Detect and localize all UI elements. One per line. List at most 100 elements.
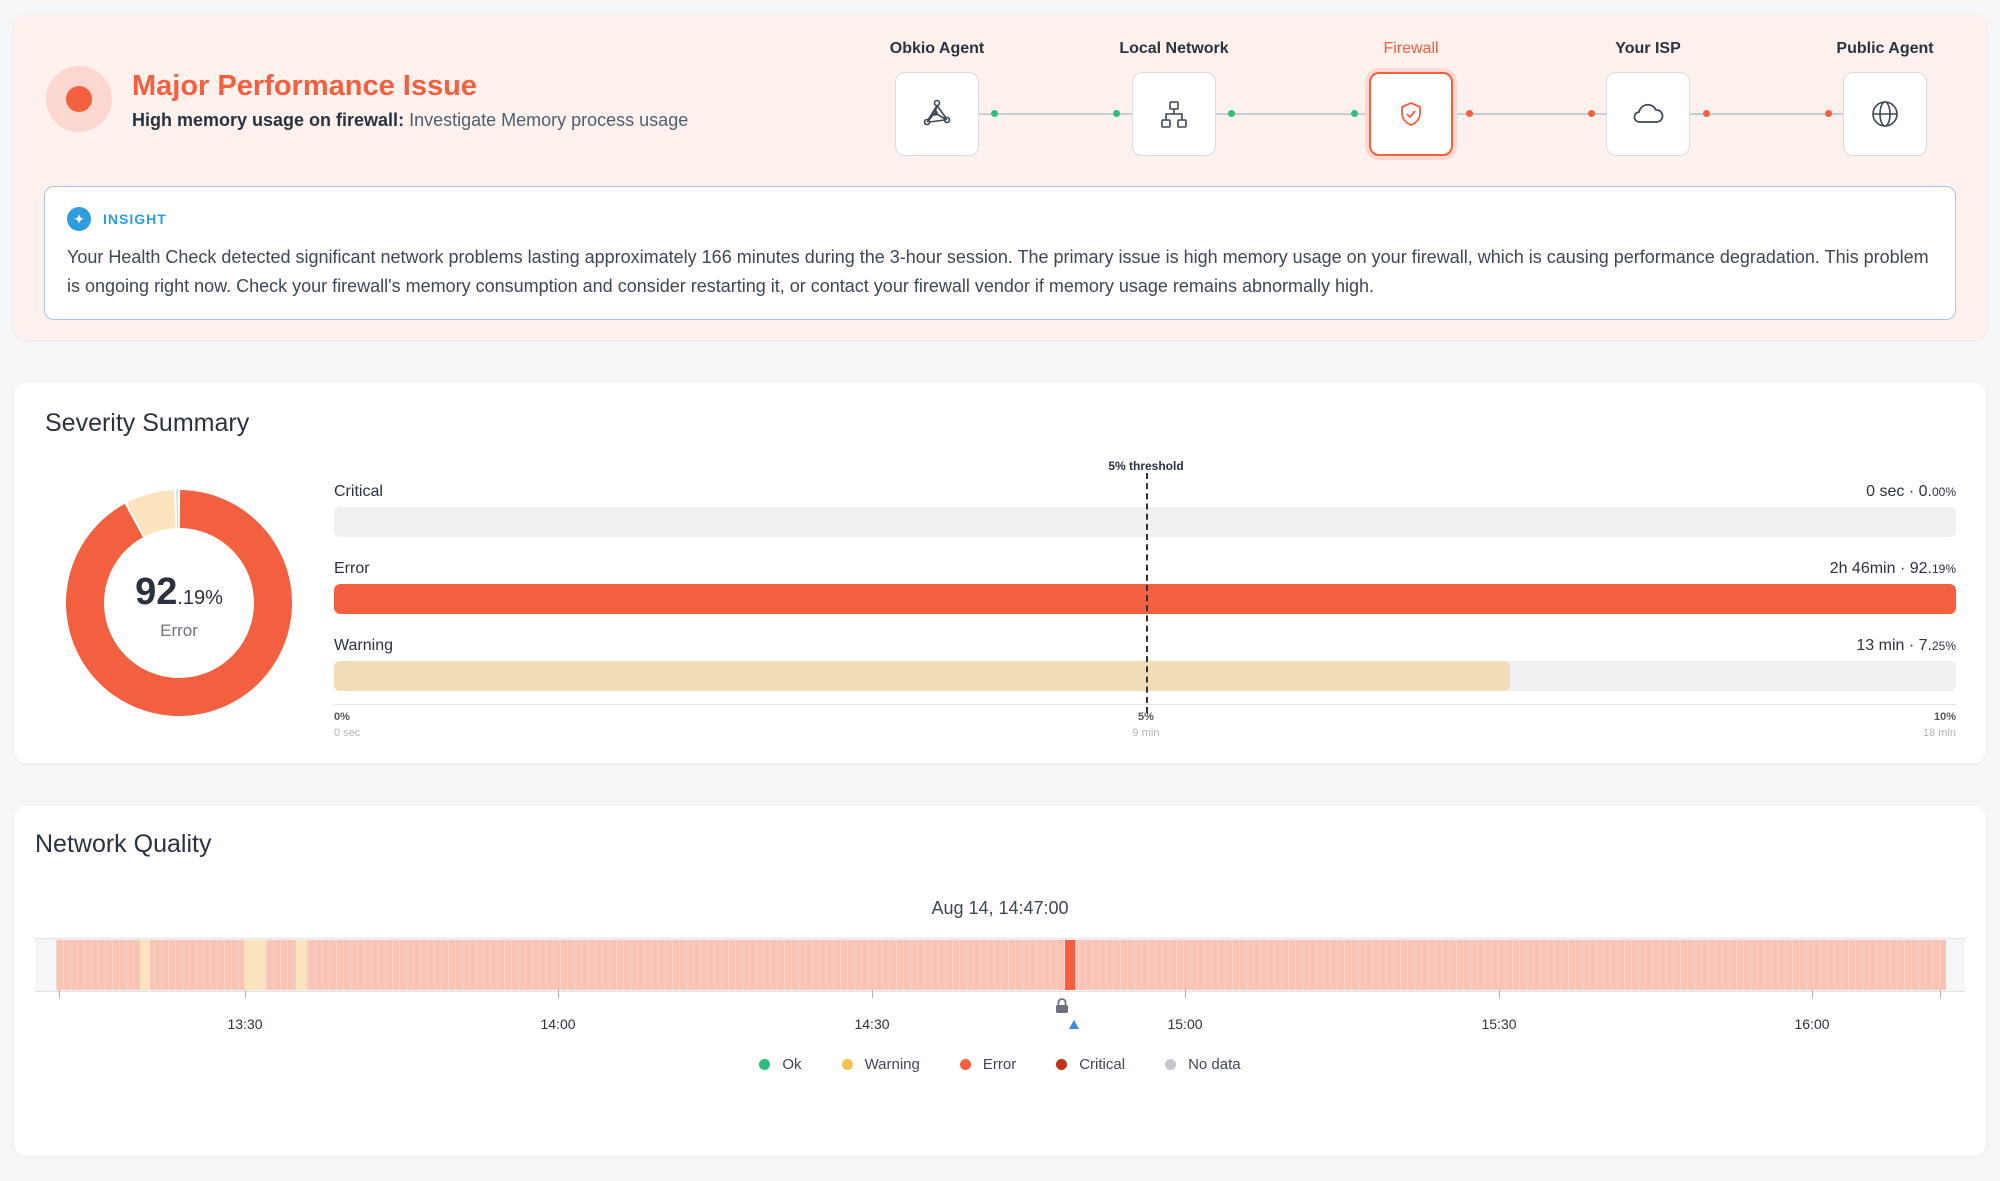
hover-timestamp: Aug 14, 14:47:00 <box>931 898 1069 918</box>
severity-value-critical-main: 0 sec · 0. <box>1866 483 1932 500</box>
time-tick <box>59 990 60 998</box>
path-connector <box>1216 113 1369 115</box>
time-label: 14:00 <box>540 1016 576 1032</box>
donut-value: 92.19% <box>59 571 299 614</box>
time-tick <box>245 990 246 998</box>
time-label: 13:30 <box>227 1016 263 1032</box>
issue-card: Major Performance Issue High memory usag… <box>14 14 1986 340</box>
issue-subtitle-bold: High memory usage on firewall: <box>132 110 405 130</box>
cloud-icon <box>1633 103 1664 123</box>
legend-item-error[interactable]: Error <box>959 1056 1017 1073</box>
severity-value-warning-small: 25% <box>1931 639 1956 653</box>
path-node-firewall[interactable] <box>1369 72 1453 156</box>
threshold-label: 5% threshold <box>1108 459 1184 473</box>
network-quality-timeline[interactable] <box>56 940 1946 990</box>
path-label-local-network: Local Network <box>1119 40 1229 57</box>
network-icon <box>1161 101 1187 128</box>
time-tick <box>872 990 873 998</box>
network-title: Network Quality <box>35 830 212 858</box>
path-node-local-network[interactable] <box>1132 72 1216 156</box>
path-label-your-isp: Your ISP <box>1615 40 1681 57</box>
legend-item-critical[interactable]: Critical <box>1056 1056 1125 1073</box>
path-status-dot <box>1113 110 1120 117</box>
lock-icon[interactable] <box>1055 998 1069 1014</box>
threshold-line <box>1146 473 1148 713</box>
axis-tick-5: 5% <box>1138 711 1154 723</box>
timeline-segment-warning[interactable] <box>244 940 266 990</box>
severity-value-warning-main: 13 min · 7. <box>1856 637 1932 654</box>
donut-svg <box>65 490 292 716</box>
legend-item-ok[interactable]: Ok <box>759 1056 802 1073</box>
issue-subtitle-link[interactable]: Investigate Memory process usage <box>409 110 689 130</box>
issue-subtitle: High memory usage on firewall: Investiga… <box>132 110 688 131</box>
severity-value-critical: 0 sec · 0.00% <box>1866 483 1956 501</box>
severity-label-critical: Critical <box>334 483 383 500</box>
axis-tick-10: 10% <box>1933 711 1956 723</box>
severity-label-error: Error <box>334 560 370 577</box>
insight-text: Your Health Check detected significant n… <box>67 247 1929 296</box>
path-node-public-agent[interactable] <box>1843 72 1927 156</box>
path-label-firewall: Firewall <box>1383 40 1439 57</box>
axis-sub-0: 0 sec <box>334 727 361 739</box>
severity-axis-line <box>334 704 1956 705</box>
path-status-dot <box>1466 110 1473 117</box>
timeline-segment-warning[interactable] <box>296 940 307 990</box>
severity-summary-card: Severity Summary 92.19% Error 5% thresho… <box>14 383 1986 763</box>
donut-value-main: 92 <box>135 571 178 613</box>
severity-fill-warning <box>334 661 1510 691</box>
agent-icon <box>923 99 951 126</box>
time-label: 14:30 <box>854 1016 890 1032</box>
timeline-segment-warning[interactable] <box>140 940 150 990</box>
time-tick <box>1185 990 1186 998</box>
path-node-obkio-agent[interactable] <box>895 72 979 156</box>
severity-label-warning: Warning <box>334 637 393 654</box>
legend-item-no-data[interactable]: No data <box>1165 1056 1241 1073</box>
insight-label: INSIGHT <box>103 211 167 227</box>
timeline-segment-highlight[interactable] <box>1065 940 1075 990</box>
path-connector <box>1690 113 1843 115</box>
time-label: 16:00 <box>1794 1016 1830 1032</box>
path-status-dot <box>1825 110 1832 117</box>
legend-label-ok: Ok <box>782 1056 802 1073</box>
timeline-cursor-marker[interactable] <box>1069 1020 1079 1029</box>
legend-dot-warning <box>841 1059 853 1070</box>
legend-dot-critical <box>1056 1059 1068 1070</box>
severity-value-error-small: 19% <box>1931 562 1956 576</box>
issue-status-dot <box>66 86 92 112</box>
path-status-dot <box>991 110 998 117</box>
time-tick <box>1812 990 1813 998</box>
path-label-public-agent: Public Agent <box>1836 40 1934 57</box>
severity-fill-error <box>334 584 1956 614</box>
time-label: 15:00 <box>1167 1016 1203 1032</box>
legend-item-warning[interactable]: Warning <box>841 1056 920 1073</box>
path-label-obkio-agent: Obkio Agent <box>889 40 985 57</box>
issue-title: Major Performance Issue <box>132 70 477 102</box>
legend-label-critical: Critical <box>1079 1056 1126 1073</box>
axis-sub-10: 18 min <box>1922 727 1956 739</box>
path-node-your-isp[interactable] <box>1606 72 1690 156</box>
network-quality-card: Network Quality Aug 14, 14:47:00 13:30 1… <box>14 806 1986 1156</box>
time-label: 15:30 <box>1481 1016 1517 1032</box>
severity-value-warning: 13 min · 7.25% <box>1856 637 1956 655</box>
donut-segment-error[interactable] <box>65 490 292 716</box>
issue-status-indicator <box>46 66 112 132</box>
severity-bar-critical <box>334 507 1956 537</box>
globe-icon <box>1872 101 1898 127</box>
time-tick <box>1940 990 1941 998</box>
time-tick <box>1499 990 1500 998</box>
path-status-dot <box>1228 110 1235 117</box>
donut-segment-warning[interactable] <box>126 490 176 537</box>
path-status-dot <box>1703 110 1710 117</box>
path-connector <box>1453 113 1606 115</box>
legend-dot-no-data <box>1165 1059 1177 1070</box>
axis-tick-0: 0% <box>334 711 350 723</box>
path-connector <box>979 113 1132 115</box>
severity-value-error-main: 2h 46min · 92. <box>1829 560 1932 577</box>
donut-segment-ok[interactable] <box>176 490 179 529</box>
path-status-dot <box>1588 110 1595 117</box>
insight-box: ✦ INSIGHT Your Health Check detected sig… <box>44 186 1956 320</box>
legend-label-error: Error <box>982 1056 1017 1073</box>
donut-value-decimal: .19% <box>177 587 223 609</box>
donut-label: Error <box>160 621 198 640</box>
path-status-dot <box>1351 110 1358 117</box>
